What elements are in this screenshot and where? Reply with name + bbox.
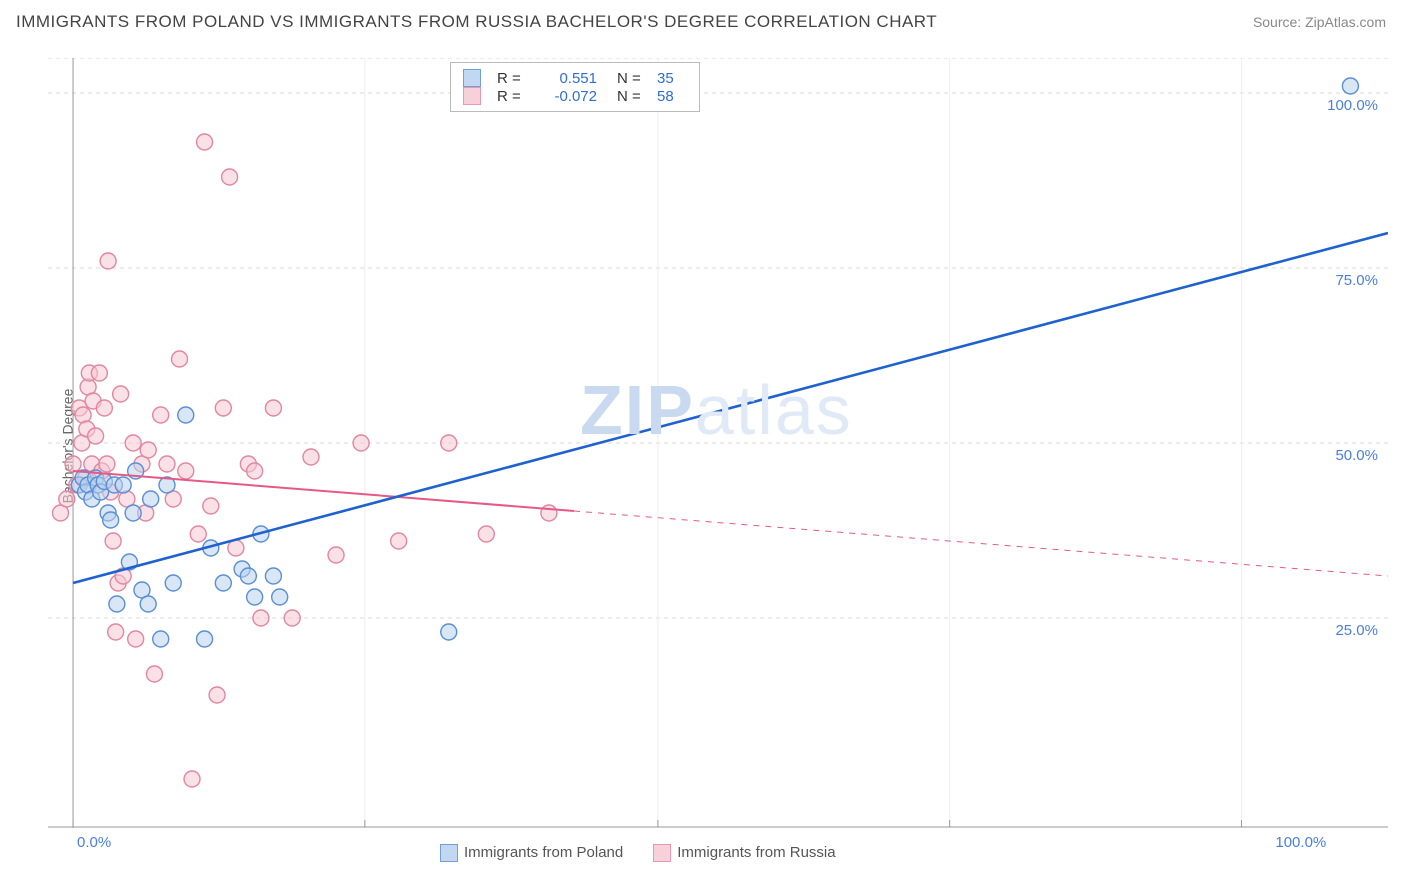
swatch-poland-icon — [440, 844, 458, 862]
swatch-russia-icon — [463, 87, 481, 105]
legend-item-poland: Immigrants from Poland — [440, 844, 623, 862]
y-tick-label: 25.0% — [1308, 622, 1378, 639]
x-tick-label: 0.0% — [77, 834, 111, 851]
source-label: Source: — [1253, 14, 1301, 30]
legend-label-russia: Immigrants from Russia — [677, 844, 835, 861]
n-label: N = — [617, 88, 647, 105]
r-label: R = — [497, 70, 527, 87]
n-value-russia: 58 — [657, 88, 687, 105]
y-tick-label: 100.0% — [1308, 97, 1378, 114]
legend-item-russia: Immigrants from Russia — [653, 844, 835, 862]
x-tick-label: 100.0% — [1275, 834, 1326, 851]
swatch-poland-icon — [463, 69, 481, 87]
r-value-russia: -0.072 — [537, 88, 597, 105]
r-label: R = — [497, 88, 527, 105]
source-attribution: Source: ZipAtlas.com — [1253, 14, 1386, 30]
r-value-poland: 0.551 — [537, 70, 597, 87]
chart-title: IMMIGRANTS FROM POLAND VS IMMIGRANTS FRO… — [16, 12, 937, 32]
legend-label-poland: Immigrants from Poland — [464, 844, 623, 861]
n-label: N = — [617, 70, 647, 87]
legend-row-russia: R = -0.072 N = 58 — [463, 87, 687, 105]
legend-row-poland: R = 0.551 N = 35 — [463, 69, 687, 87]
chart-plot-area — [48, 58, 1388, 828]
series-legend: Immigrants from Poland Immigrants from R… — [440, 844, 836, 862]
y-tick-label: 50.0% — [1308, 447, 1378, 464]
source-link[interactable]: ZipAtlas.com — [1305, 14, 1386, 30]
n-value-poland: 35 — [657, 70, 687, 87]
swatch-russia-icon — [653, 844, 671, 862]
correlation-legend: R = 0.551 N = 35 R = -0.072 N = 58 — [450, 62, 700, 112]
y-tick-label: 75.0% — [1308, 272, 1378, 289]
